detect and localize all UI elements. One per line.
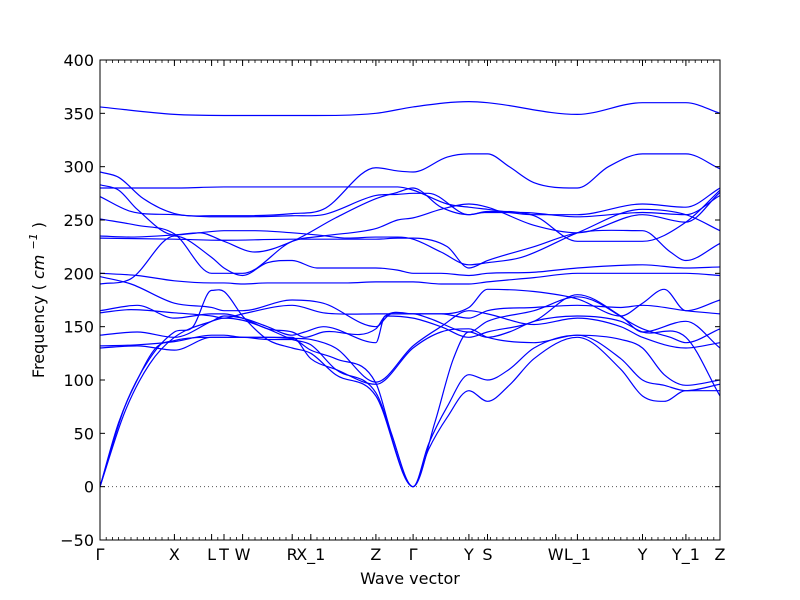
phonon-branch-4 (100, 184, 720, 266)
y-tick-labels: −50 0 50 100 150 200 250 300 350 400 (60, 51, 94, 550)
y-axis-title: Frequency ( cm −1 ) (22, 222, 48, 378)
x-tick-labels: Γ X L T W RX_1 Z Γ Y S W L_1 Y Y_1 Z (96, 545, 726, 565)
y-axis-unit-open: ( (29, 284, 48, 290)
k-point-label: L (207, 545, 216, 564)
axis-ticks (99, 59, 721, 541)
y-tick-label: 150 (63, 318, 94, 337)
phonon-branch-8 (100, 187, 720, 253)
phonon-branch-13 (100, 288, 720, 338)
phonon-branch-14 (100, 294, 720, 349)
k-point-label: T (218, 545, 229, 564)
y-axis-unit-exp: −1 (27, 233, 40, 249)
plot-frame (99, 59, 721, 541)
k-point-label: Z (715, 545, 726, 564)
k-point-label: W (235, 545, 251, 564)
y-tick-label: 50 (74, 424, 94, 443)
phonon-branches (100, 100, 720, 488)
k-point-label: Z (370, 545, 381, 564)
phonon-branch-3 (100, 186, 720, 216)
k-point-label: W (548, 545, 564, 564)
k-point-label: Γ (409, 545, 418, 564)
phonon-branch-11 (100, 275, 720, 344)
y-tick-label: −50 (60, 531, 94, 550)
phonon-branch-9 (100, 235, 720, 285)
y-tick-label: 100 (63, 371, 94, 390)
y-axis-unit-base: cm (29, 255, 48, 279)
phonon-branch-10 (100, 272, 720, 285)
phonon-branch-1 (100, 100, 720, 117)
y-tick-label: 250 (63, 211, 94, 230)
y-tick-label: 0 (84, 478, 94, 497)
y-tick-label: 400 (63, 51, 94, 70)
y-tick-label: 350 (63, 104, 94, 123)
k-point-label: Y_1 (671, 545, 700, 565)
k-point-label: X_1 (296, 545, 325, 565)
k-point-label: Γ (96, 545, 105, 564)
k-point-label: Y (463, 545, 474, 564)
phonon-branch-7 (100, 229, 720, 269)
k-point-label: S (482, 545, 492, 564)
k-point-label: R (287, 545, 298, 564)
y-tick-label: 300 (63, 158, 94, 177)
phonon-branch-5 (100, 192, 720, 218)
phonon-branch-19 (100, 315, 720, 488)
k-point-label: L_1 (564, 545, 591, 565)
phonon-branch-18 (100, 289, 720, 488)
y-tick-label: 200 (63, 264, 94, 283)
y-axis-title-text: Frequency (29, 295, 48, 378)
phonon-branch-2 (100, 153, 720, 217)
k-point-label: X (169, 545, 180, 564)
x-axis-title: Wave vector (360, 569, 460, 588)
k-point-label: Y (637, 545, 648, 564)
y-axis-unit-close: ) (29, 222, 48, 228)
